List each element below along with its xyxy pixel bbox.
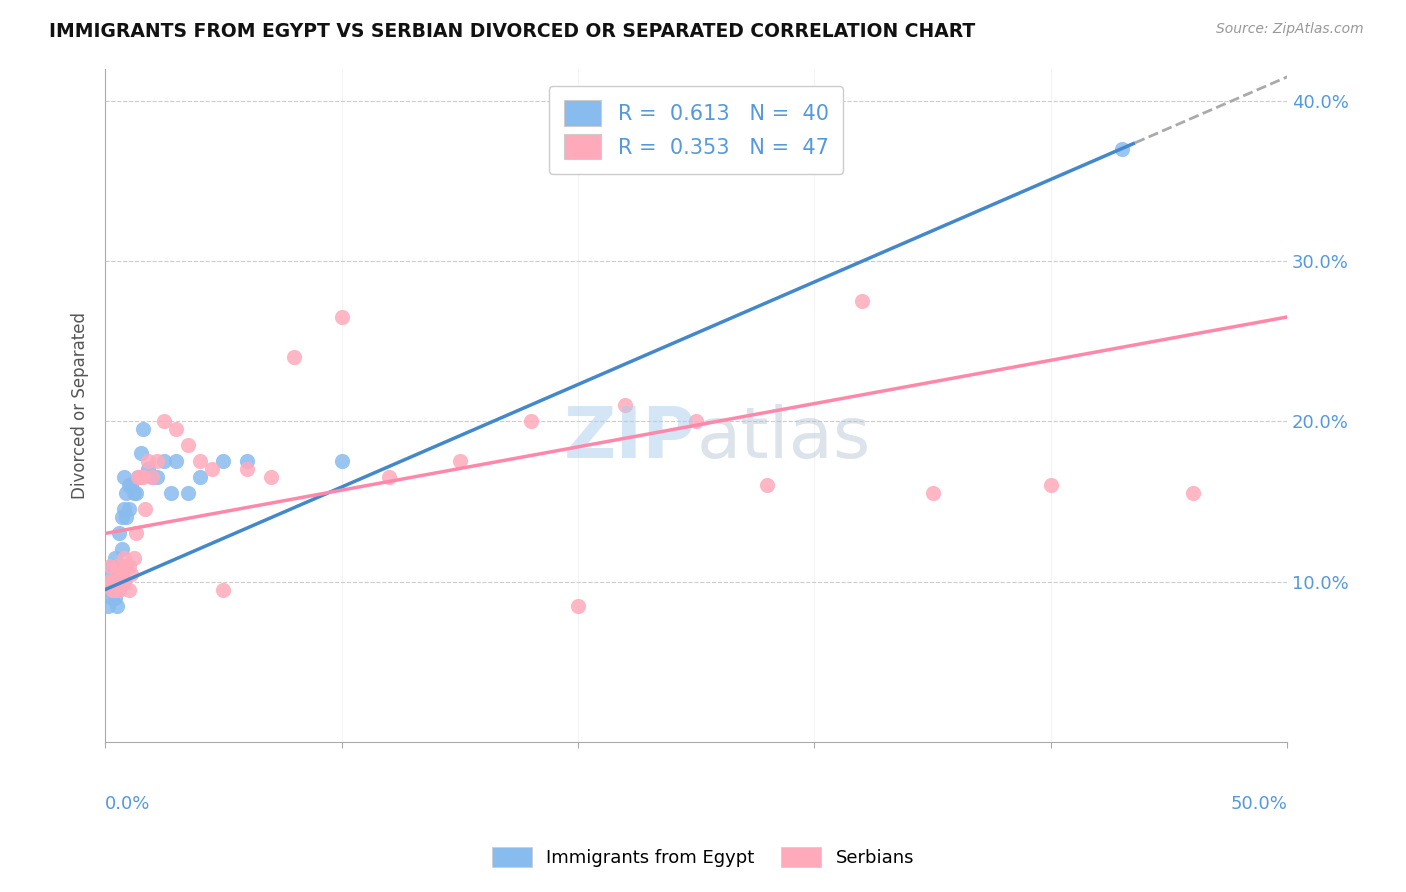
Point xyxy=(118,502,141,516)
Point xyxy=(111,542,134,557)
Point xyxy=(98,558,121,573)
Point xyxy=(519,414,541,428)
Point xyxy=(1111,142,1133,156)
Point xyxy=(449,454,471,468)
Text: Source: ZipAtlas.com: Source: ZipAtlas.com xyxy=(1216,22,1364,37)
Point xyxy=(188,470,211,484)
Point xyxy=(115,510,138,524)
Point xyxy=(136,454,159,468)
Point xyxy=(141,470,163,484)
Point xyxy=(132,422,155,436)
Point xyxy=(146,470,169,484)
Point xyxy=(104,574,127,589)
Point xyxy=(98,582,121,597)
Legend: R =  0.613   N =  40, R =  0.353   N =  47: R = 0.613 N = 40, R = 0.353 N = 47 xyxy=(548,86,844,174)
Point xyxy=(105,558,128,573)
Text: IMMIGRANTS FROM EGYPT VS SERBIAN DIVORCED OR SEPARATED CORRELATION CHART: IMMIGRANTS FROM EGYPT VS SERBIAN DIVORCE… xyxy=(49,22,976,41)
Point xyxy=(129,470,152,484)
Point xyxy=(104,591,127,605)
Point xyxy=(115,486,138,500)
Point xyxy=(614,398,637,412)
Point xyxy=(1181,486,1204,500)
Point xyxy=(111,510,134,524)
Text: 50.0%: 50.0% xyxy=(1230,795,1286,814)
Point xyxy=(101,582,124,597)
Point xyxy=(260,470,283,484)
Point xyxy=(101,582,124,597)
Point xyxy=(177,438,200,452)
Point xyxy=(108,558,131,573)
Point xyxy=(921,486,943,500)
Point xyxy=(120,566,142,581)
Point xyxy=(105,566,128,581)
Point xyxy=(115,558,138,573)
Point xyxy=(165,422,187,436)
Point xyxy=(104,582,127,597)
Point xyxy=(212,582,235,597)
Point xyxy=(129,446,152,460)
Point xyxy=(127,470,149,484)
Point xyxy=(122,486,145,500)
Point xyxy=(153,414,176,428)
Point xyxy=(141,470,163,484)
Point xyxy=(236,462,259,476)
Point xyxy=(104,550,127,565)
Point xyxy=(1039,478,1062,492)
Point xyxy=(378,470,401,484)
Point xyxy=(112,502,135,516)
Point xyxy=(756,478,779,492)
Point xyxy=(97,599,120,613)
Point xyxy=(200,462,222,476)
Point xyxy=(188,454,211,468)
Point xyxy=(127,470,149,484)
Point xyxy=(160,486,183,500)
Point xyxy=(118,582,141,597)
Point xyxy=(236,454,259,468)
Point xyxy=(165,454,187,468)
Point xyxy=(146,454,169,468)
Point xyxy=(122,550,145,565)
Point xyxy=(132,470,155,484)
Point xyxy=(97,574,120,589)
Point xyxy=(120,478,142,492)
Point xyxy=(283,350,305,364)
Point xyxy=(330,454,353,468)
Point xyxy=(111,574,134,589)
Point xyxy=(112,470,135,484)
Point xyxy=(177,486,200,500)
Point xyxy=(111,566,134,581)
Point xyxy=(153,454,176,468)
Point xyxy=(118,558,141,573)
Point xyxy=(330,310,353,324)
Legend: Immigrants from Egypt, Serbians: Immigrants from Egypt, Serbians xyxy=(485,839,921,874)
Point xyxy=(101,558,124,573)
Point xyxy=(118,478,141,492)
Point xyxy=(136,462,159,476)
Point xyxy=(112,574,135,589)
Point xyxy=(105,599,128,613)
Point xyxy=(125,486,148,500)
Text: 0.0%: 0.0% xyxy=(105,795,150,814)
Text: atlas: atlas xyxy=(696,404,870,474)
Y-axis label: Divorced or Separated: Divorced or Separated xyxy=(72,311,89,499)
Point xyxy=(101,591,124,605)
Point xyxy=(105,574,128,589)
Point xyxy=(98,566,121,581)
Point xyxy=(685,414,707,428)
Point xyxy=(212,454,235,468)
Text: ZIP: ZIP xyxy=(564,404,696,474)
Point xyxy=(108,582,131,597)
Point xyxy=(105,582,128,597)
Point xyxy=(125,526,148,541)
Point xyxy=(851,293,873,308)
Point xyxy=(101,574,124,589)
Point xyxy=(108,574,131,589)
Point xyxy=(112,550,135,565)
Point xyxy=(567,599,589,613)
Point xyxy=(108,526,131,541)
Point xyxy=(134,502,156,516)
